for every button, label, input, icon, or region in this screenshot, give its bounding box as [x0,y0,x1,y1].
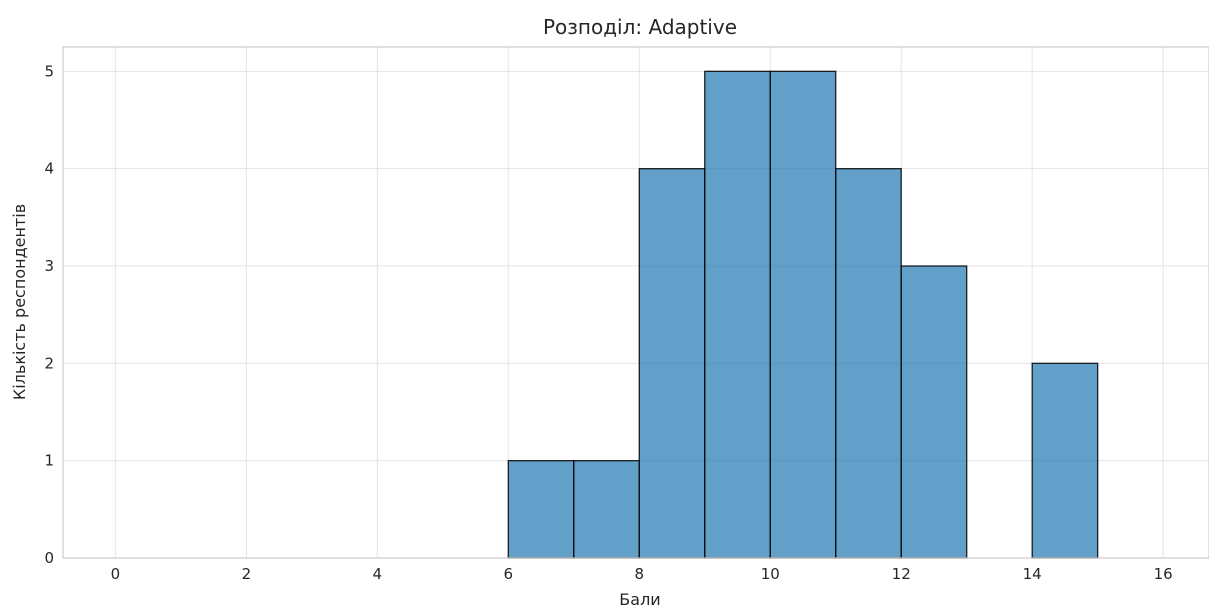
y-tick-label: 2 [44,354,54,372]
histogram-bar [835,168,902,559]
x-tick-label: 12 [892,565,911,583]
x-tick-label: 6 [504,565,514,583]
histogram-bar [573,460,640,559]
y-tick-label: 1 [44,452,54,470]
histogram-bar [769,70,837,559]
x-tick-label: 16 [1154,565,1173,583]
plot-frame [62,46,1209,559]
bars-layer [507,70,1099,559]
y-axis-label: Кількість респондентів [10,204,29,400]
chart-title: Розподіл: Adaptive [543,15,737,39]
x-tick-label: 0 [111,565,121,583]
x-axis-label: Бали [619,590,660,609]
y-tick-labels: 0 1 2 3 4 5 [44,62,54,567]
x-tick-label: 4 [373,565,383,583]
x-tick-label: 8 [635,565,645,583]
x-tick-label: 10 [761,565,780,583]
histogram-bar [507,460,575,559]
y-tick-label: 3 [44,257,54,275]
y-tick-label: 0 [44,549,54,567]
histogram-bar [704,70,771,559]
histogram-bar [638,168,706,559]
y-tick-label: 4 [44,160,54,178]
x-tick-labels: 0 2 4 6 8 10 12 14 16 [111,565,1173,583]
histogram-bar [1031,362,1099,559]
x-tick-label: 14 [1023,565,1042,583]
y-tick-label: 5 [44,62,54,80]
histogram-bar [900,265,968,559]
x-tick-label: 2 [242,565,252,583]
